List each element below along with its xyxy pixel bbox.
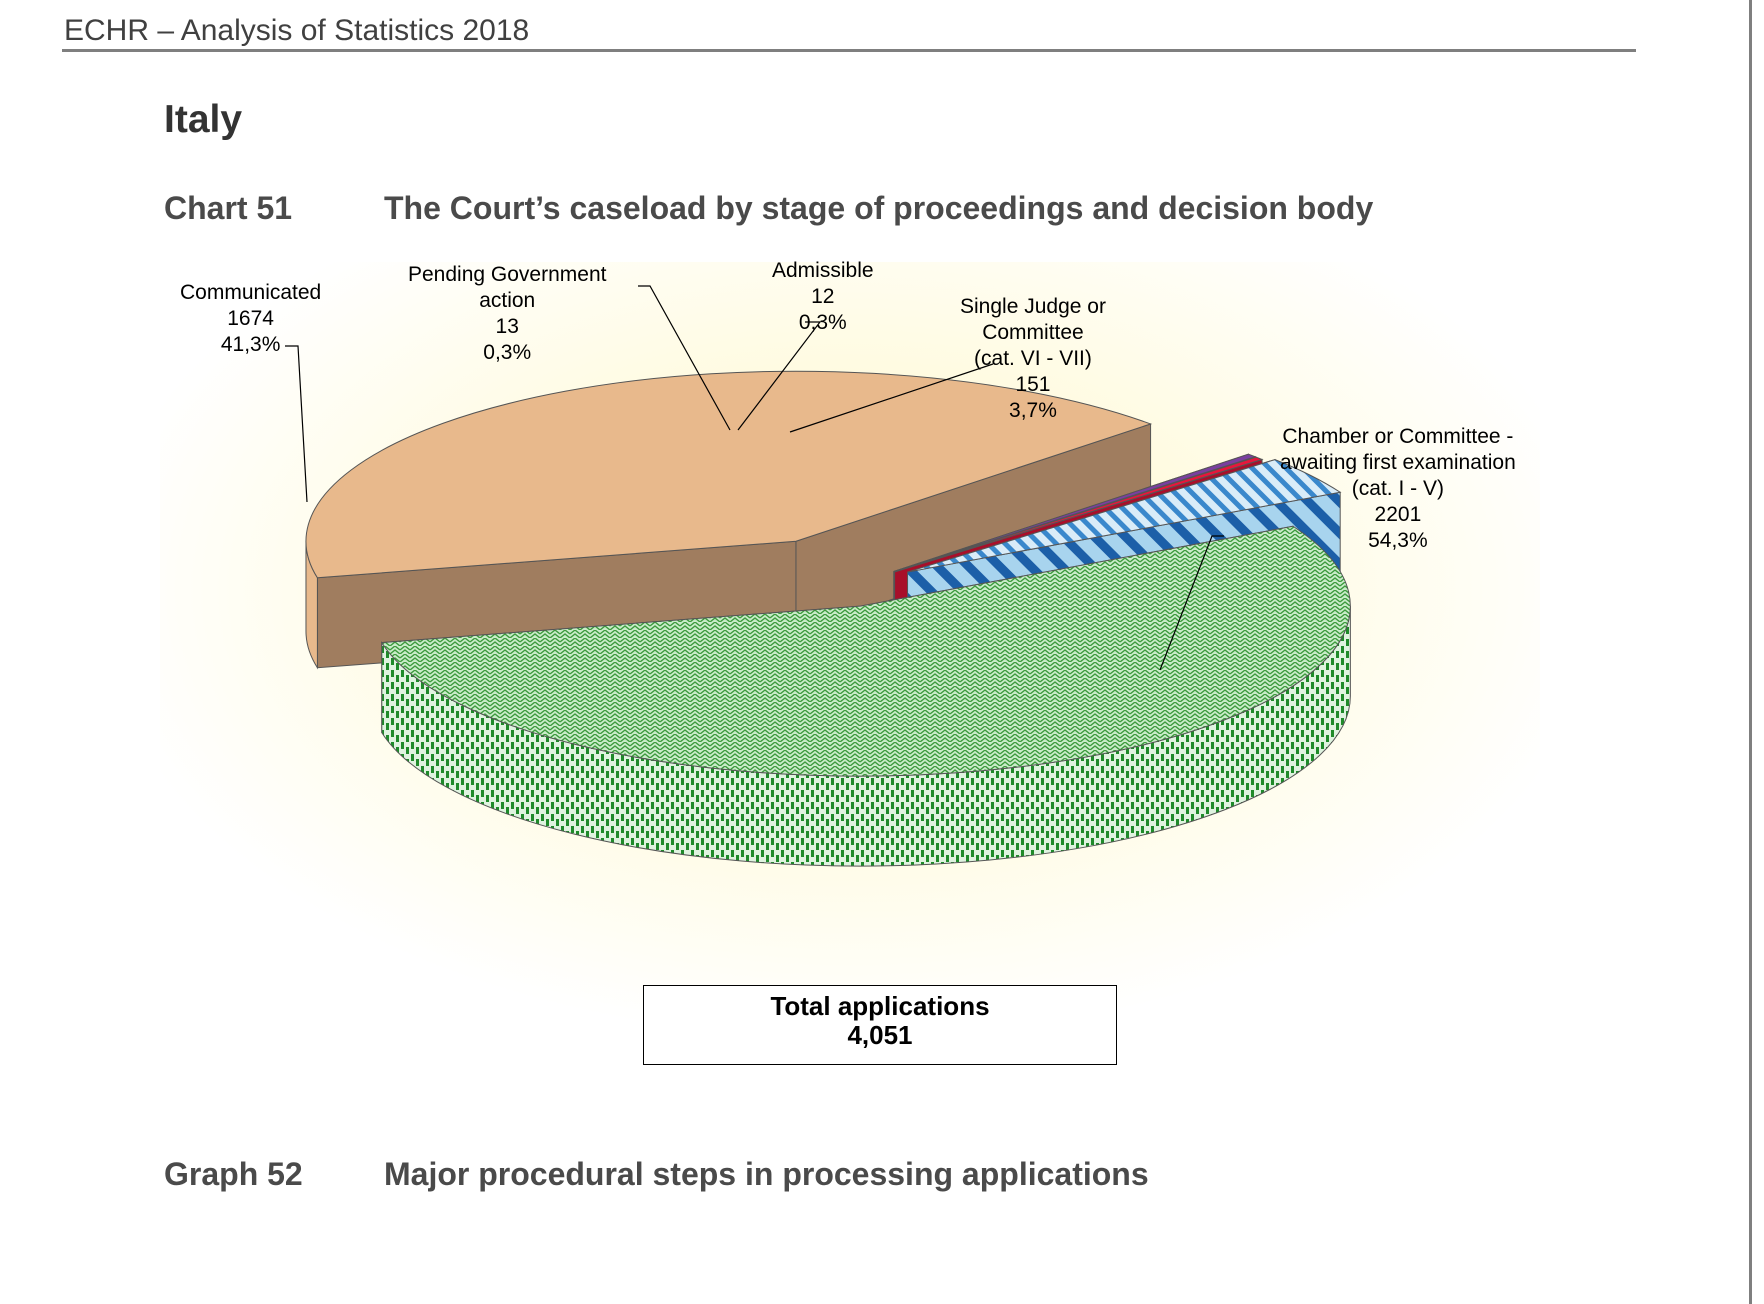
data-label-line: Chamber or Committee -: [1282, 425, 1514, 448]
data-label-line: 1674: [227, 307, 274, 330]
total-applications-box: Total applications 4,051: [643, 985, 1117, 1065]
data-label-line: 41,3%: [220, 333, 281, 356]
slice-top-single-judge-or-committee-cat-vi-vii: [907, 459, 1342, 573]
chart-number: Chart 51: [164, 190, 293, 226]
pie-chart-svg: [160, 262, 1540, 1082]
data-label-line: 2201: [1374, 503, 1422, 526]
data-label-line: Committee: [982, 321, 1084, 344]
slice-top-chamber-or-committee-awaiting-first-examination-cat-i-v: [380, 525, 1351, 777]
data-label-line: 12: [811, 285, 835, 308]
graph-number: Graph 52: [164, 1156, 303, 1192]
data-label-line: Pending Government: [408, 263, 607, 286]
leader-line: [285, 345, 308, 503]
chart-title: The Court’s caseload by stage of proceed…: [384, 190, 1374, 226]
data-label-line: 3,7%: [1009, 399, 1057, 422]
data-label-line: Single Judge or: [960, 295, 1106, 318]
data-label-line: awaiting first examination: [1280, 451, 1516, 474]
page-right-border: [1749, 0, 1764, 1304]
leader-line: [638, 285, 731, 431]
data-label-line: 0,3%: [798, 311, 847, 334]
data-label-single-judge-or-committee-cat-vi-vii: Single Judge or Committee (cat. VI - VII) 1…: [960, 294, 1106, 424]
slice-top-admissible: [894, 456, 1264, 573]
leader-line: [1159, 535, 1224, 671]
data-label-chamber-or-committee-awaiting-first-examination-cat-i-v: Chamber or Committee - awaiting first exa…: [1280, 424, 1516, 554]
country-heading: Italy: [164, 98, 243, 141]
data-label-line: (cat. I - V): [1351, 477, 1444, 500]
slice-top-communicated: [305, 370, 1153, 579]
data-label-admissible: Admissible 12 0,3%: [772, 258, 874, 336]
data-label-pending-government-action: Pending Government action 13 0,3%: [408, 262, 606, 366]
data-label-line: (cat. VI - VII): [974, 347, 1092, 370]
document-header: ECHR – Analysis of Statistics 2018: [62, 12, 1636, 52]
leader-line: [789, 363, 994, 433]
data-label-line: action: [479, 289, 536, 312]
document-header-text: ECHR – Analysis of Statistics 2018: [64, 14, 530, 47]
data-label-line: Admissible: [772, 259, 874, 282]
data-label-line: 54,3%: [1368, 529, 1428, 552]
total-value: 4,051: [847, 1020, 913, 1050]
data-label-line: Communicated: [180, 281, 322, 304]
graph-title: Major procedural steps in processing app…: [384, 1156, 1149, 1192]
total-label: Total applications: [770, 991, 990, 1021]
leader-line: [737, 321, 822, 431]
slice-top-pending-government-action: [893, 453, 1257, 572]
data-label-line: 151: [1015, 373, 1051, 396]
data-label-communicated: Communicated 1674 41,3%: [180, 280, 321, 358]
pie-chart: Communicated 1674 41,3% Pending Government a…: [160, 259, 1540, 1082]
data-label-line: 0,3%: [483, 341, 532, 364]
data-label-line: 13: [495, 315, 519, 338]
